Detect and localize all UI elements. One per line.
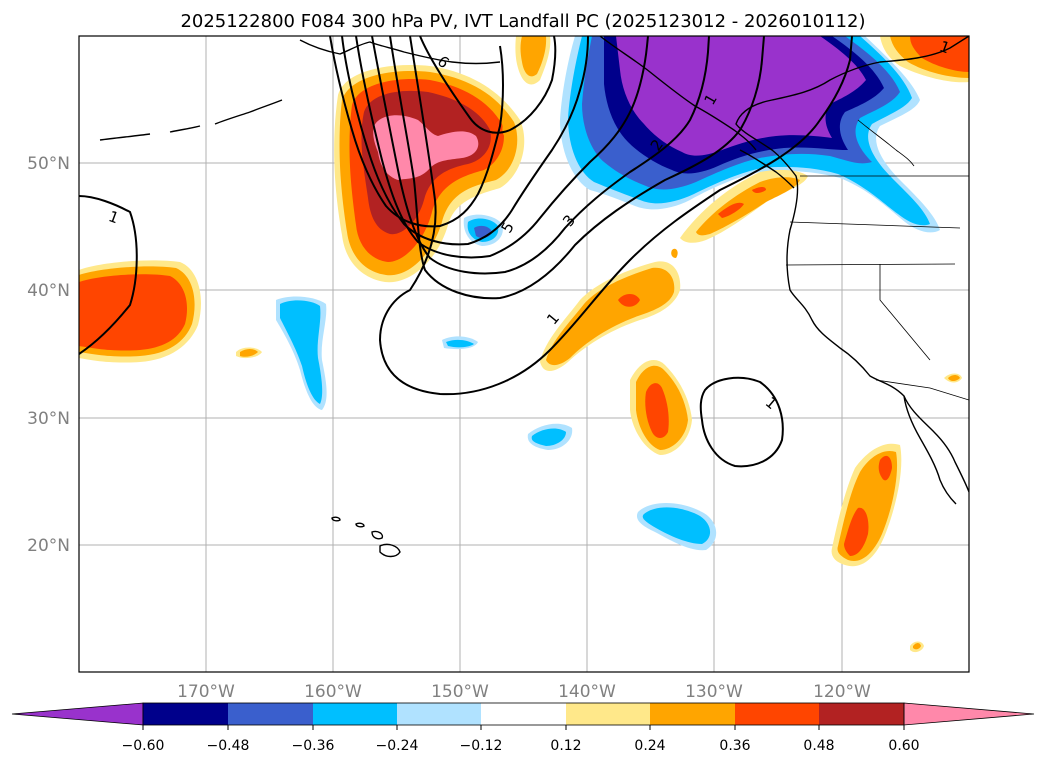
state-border-or-ca	[785, 263, 956, 266]
pv-contour-1-west	[79, 195, 138, 355]
positive-anomaly-west	[79, 260, 201, 363]
positive-anomaly-subtropical	[236, 261, 962, 653]
pv-contour-inner-north	[419, 36, 557, 134]
lon-label-120w: 120°W	[813, 682, 871, 702]
lon-label-170w: 170°W	[177, 682, 235, 702]
lon-label-140w: 140°W	[558, 682, 616, 702]
colorbar-segment	[481, 703, 566, 725]
colorbar-extend-high	[903, 702, 1035, 726]
pv-contour-6	[329, 36, 504, 228]
lat-label-40n: 40°N	[27, 281, 70, 301]
negative-anomaly-blobs	[276, 214, 717, 551]
lon-label-130w: 130°W	[685, 682, 743, 702]
hawaii-islands	[331, 516, 401, 558]
canada-province-border	[857, 119, 915, 167]
pv-contour-3	[371, 36, 710, 275]
colorbar-segment	[228, 703, 313, 725]
colorbar: −0.60 −0.48 −0.36 −0.24 −0.12 0.12 0.24 …	[11, 702, 1035, 754]
colorbar-ticks	[142, 725, 905, 730]
colorbar-tick-label: 0.36	[719, 738, 750, 754]
colorbar-extend-low	[11, 702, 144, 726]
lat-label-20n: 20°N	[27, 536, 70, 556]
colorbar-tick-label: −0.60	[122, 738, 165, 754]
colorbar-tick-label: −0.12	[460, 738, 503, 754]
pv-contour-5	[341, 36, 589, 246]
alaska-panhandle	[599, 36, 757, 151]
longitude-labels: 170°W 160°W 150°W 140°W 130°W 120°W	[177, 682, 871, 702]
map-title: 2025122800 F084 300 hPa PV, IVT Landfall…	[180, 11, 865, 32]
colorbar-tick-label: −0.36	[292, 738, 335, 754]
pv-contour-4	[355, 36, 649, 259]
positive-anomaly-pacific-northwest	[671, 169, 808, 258]
coastlines	[99, 36, 969, 558]
lon-label-150w: 150°W	[431, 682, 489, 702]
aleutian-islands	[99, 99, 283, 141]
colorbar-segment	[397, 703, 481, 725]
colorbar-tick-label: 0.12	[550, 738, 581, 754]
us-mexico-border	[875, 379, 969, 401]
pv-contours	[79, 36, 853, 468]
colorbar-segment	[313, 703, 397, 725]
colorbar-segment	[143, 703, 228, 725]
alaska-southcoast	[299, 39, 501, 65]
state-border-wa-or	[789, 221, 961, 229]
baja-coast	[903, 395, 957, 505]
colorbar-segment	[735, 703, 819, 725]
colorbar-tick-label: 0.48	[803, 738, 834, 754]
pv-contour-2	[389, 36, 765, 300]
negative-anomaly-north	[560, 36, 940, 233]
colorbar-segment	[566, 703, 650, 725]
map-panel: 1 1 1 1 2 3 5 6 1	[78, 35, 970, 673]
colorbar-frame	[142, 702, 905, 726]
latitude-labels: 20°N 30°N 40°N 50°N	[27, 154, 70, 556]
vancouver-island	[739, 149, 795, 189]
lat-label-30n: 30°N	[27, 409, 70, 429]
pv-contour-1-loop	[699, 376, 784, 468]
colorbar-tick-label: 0.24	[634, 738, 665, 754]
pv-contour-1-east-large	[378, 36, 853, 396]
lat-label-50n: 50°N	[27, 154, 70, 174]
map-frame	[78, 35, 970, 673]
west-coast-north-america	[735, 36, 969, 493]
colorbar-tick-label: 0.60	[888, 738, 919, 754]
state-border-nv-ca	[879, 264, 931, 361]
colorbar-segment	[819, 703, 904, 725]
colorbar-tick-label: −0.48	[207, 738, 250, 754]
colorbar-segment	[650, 703, 735, 725]
colorbar-tick-label: −0.24	[376, 738, 419, 754]
lon-label-160w: 160°W	[304, 682, 362, 702]
